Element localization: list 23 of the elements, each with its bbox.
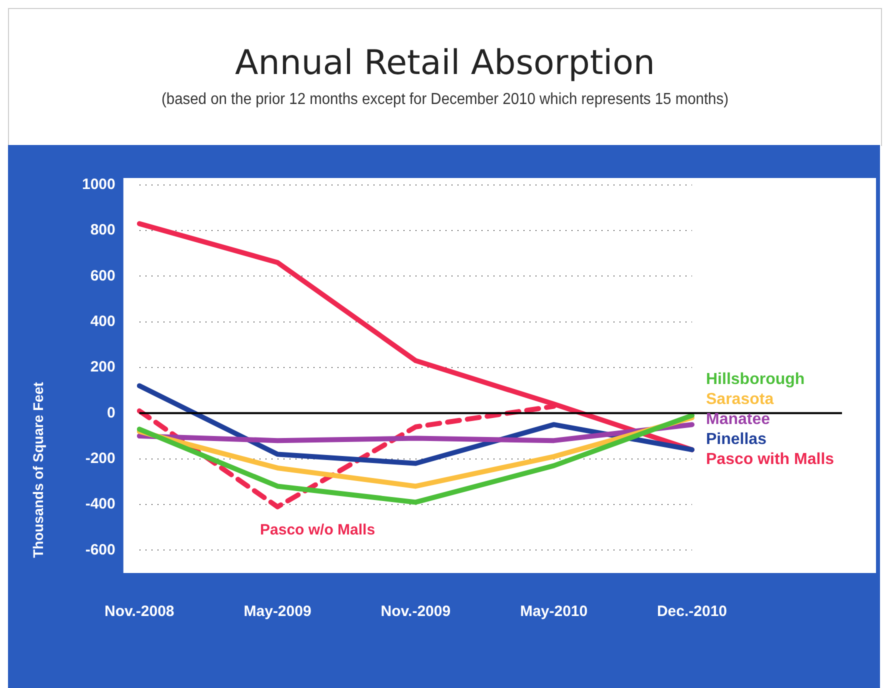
x-tick-label: Nov.-2008: [104, 603, 174, 620]
x-tick-label: Nov.-2009: [380, 603, 451, 620]
y-tick-label: 400: [90, 312, 116, 330]
y-axis-title: Thousands of Square Feet: [30, 382, 46, 558]
y-tick-label: 0: [107, 404, 116, 422]
series-label: Manatee: [706, 410, 770, 428]
x-tick-label: Dec.-2010: [656, 603, 728, 620]
y-tick-label: -200: [85, 450, 116, 467]
series-label: Pasco with Malls: [706, 450, 834, 468]
y-tick-label: 800: [90, 222, 116, 239]
chart-subtitle: (based on the prior 12 months except for December 2010 which represents 15 months): [160, 91, 730, 109]
x-tick-label: May-2009: [244, 603, 312, 620]
x-tick-label: May-2010: [520, 603, 588, 620]
series-label: Pinellas: [706, 430, 767, 448]
y-tick-label: -600: [85, 541, 116, 558]
y-tick-label: -400: [85, 496, 116, 513]
y-tick-label: 200: [90, 358, 116, 376]
series-label: Pasco w/o Malls: [260, 521, 376, 538]
y-tick-label: 600: [90, 267, 116, 284]
series-label: Sarasota: [706, 390, 774, 408]
series-label: Hillsborough: [706, 370, 805, 388]
y-tick-label: 1000: [82, 176, 116, 193]
chart-title: Annual Retail Absorption: [234, 43, 656, 83]
